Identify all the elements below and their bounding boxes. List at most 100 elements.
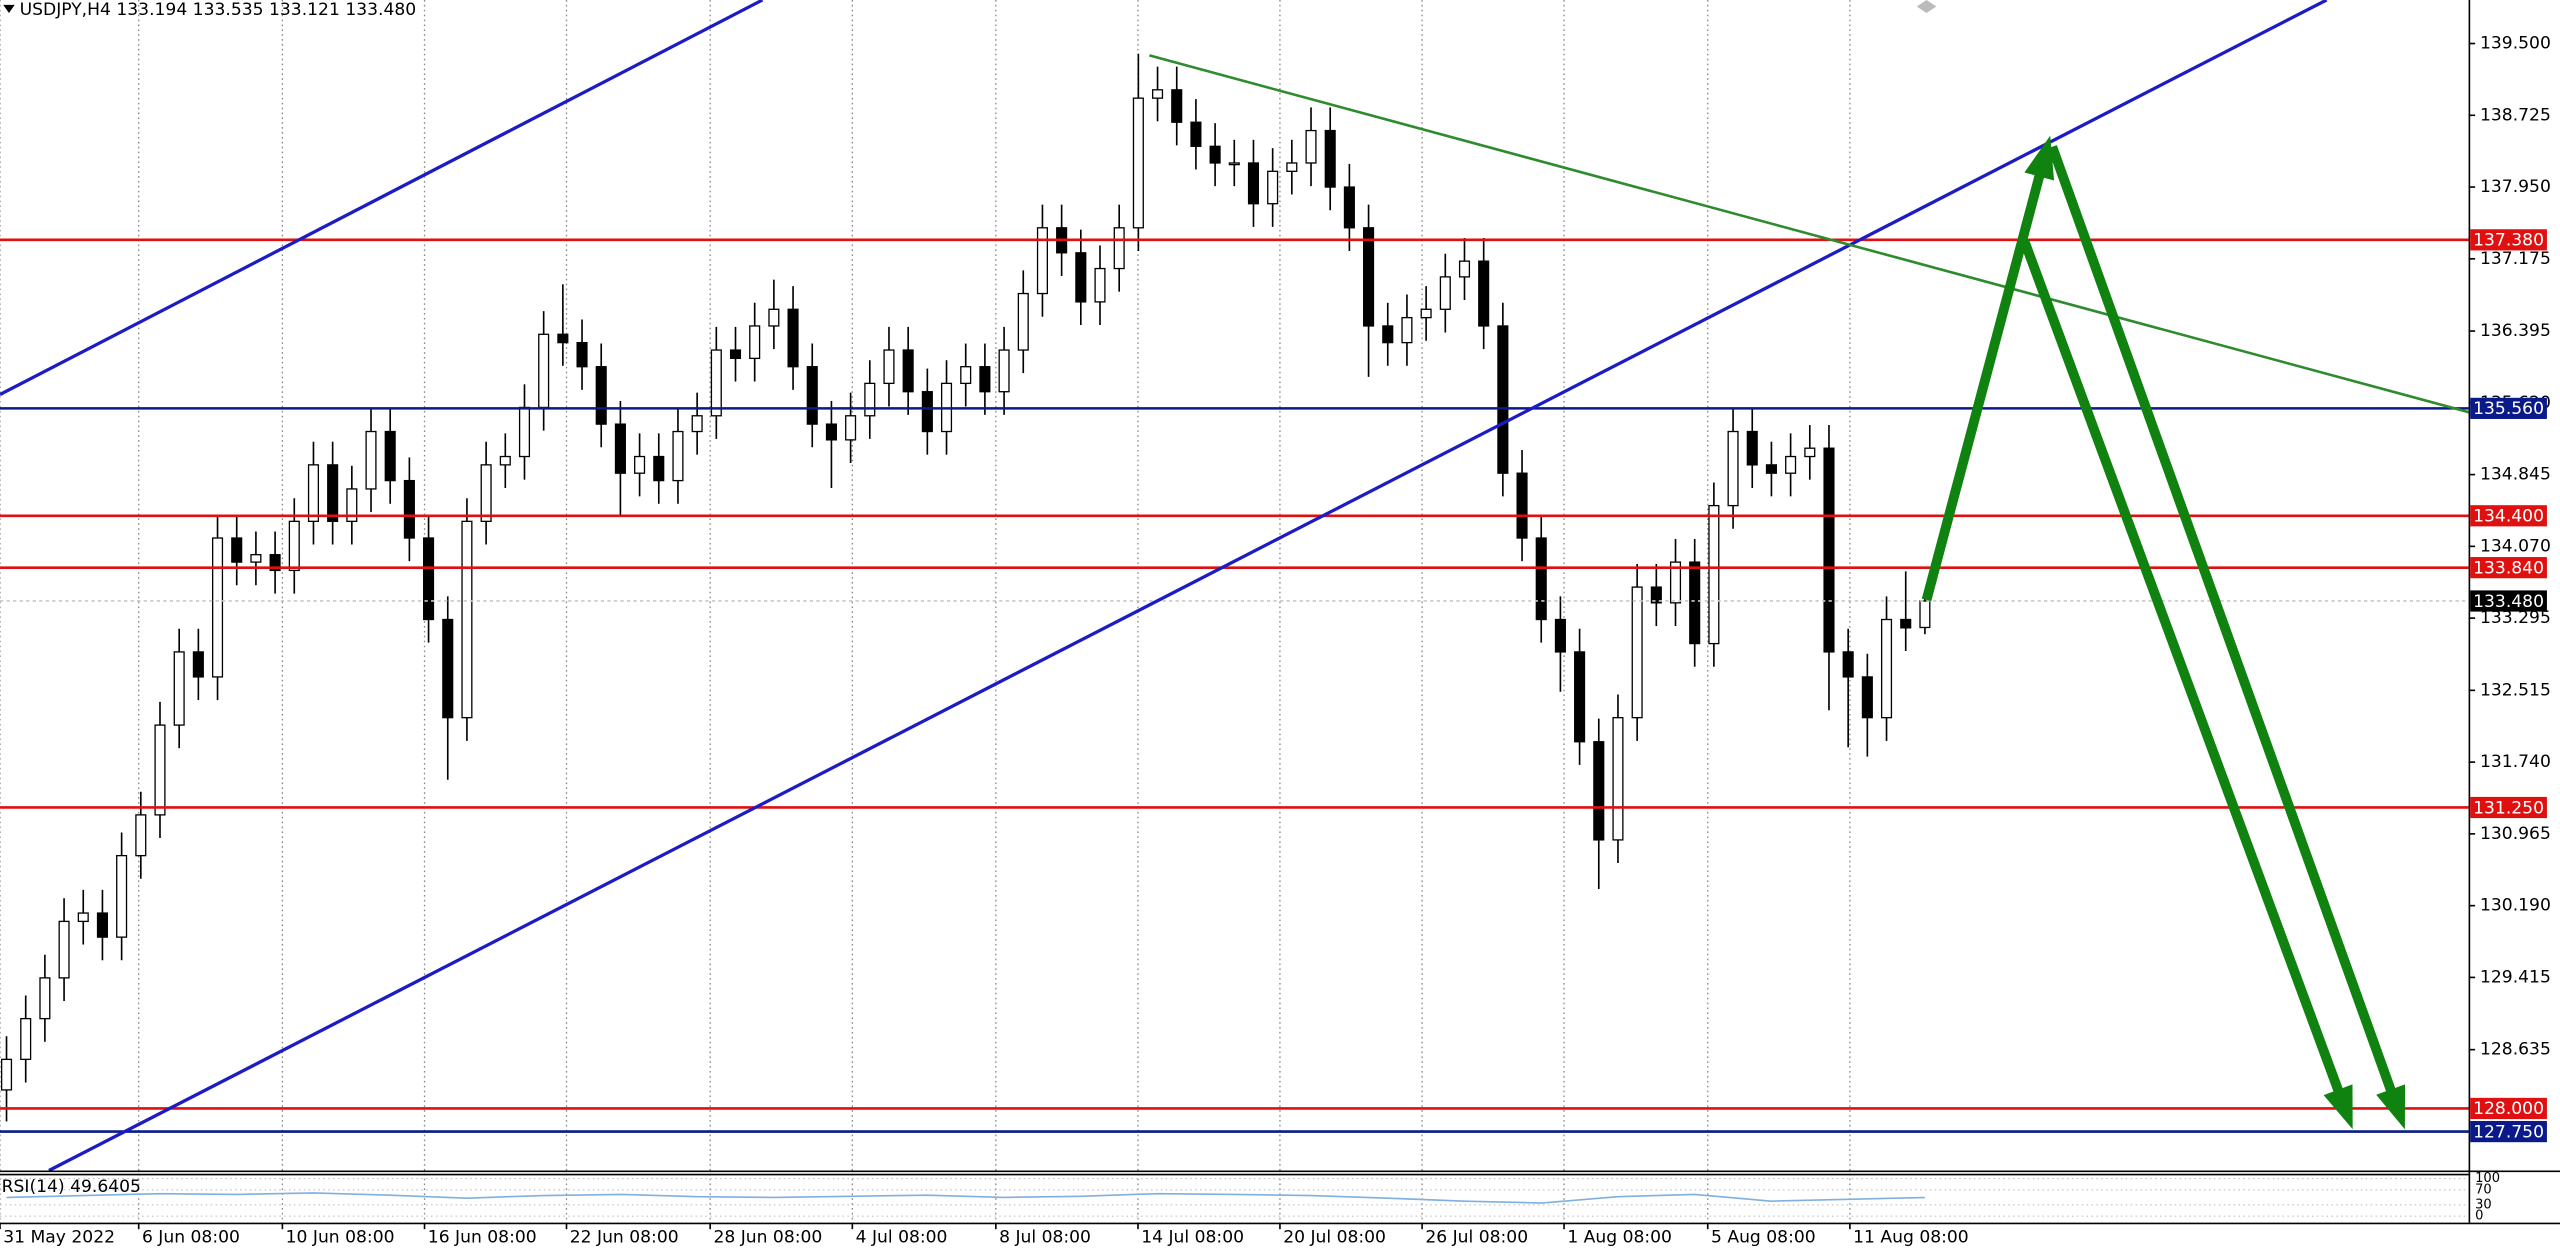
- candle-body: [116, 854, 128, 938]
- candle-body: [1439, 276, 1451, 310]
- candle-body: [1574, 651, 1586, 743]
- candle-body: [1823, 447, 1835, 653]
- level-label-box: [2470, 397, 2547, 419]
- candle-body: [653, 455, 665, 482]
- candle-body: [403, 479, 415, 539]
- candle-body: [998, 349, 1010, 393]
- candle-body: [1842, 651, 1854, 678]
- candle-body: [1554, 618, 1566, 653]
- indicator-tick-label: 100: [2475, 1171, 2500, 1186]
- candle-body: [327, 464, 339, 523]
- arrow-head: [2376, 1084, 2406, 1130]
- candle-body: [806, 366, 818, 425]
- y-tick-label: 134.070: [2480, 536, 2551, 556]
- candle-body: [1746, 430, 1758, 466]
- x-tick-label: 1 Aug 08:00: [1567, 1227, 1672, 1247]
- level-label-box: [2470, 590, 2547, 612]
- channel-line: [48, 0, 2328, 1172]
- y-tick-label: 131.740: [2480, 752, 2551, 772]
- y-tick-label: 137.950: [2480, 177, 2551, 197]
- candle-body: [1305, 129, 1317, 164]
- x-tick-label: 28 Jun 08:00: [713, 1227, 822, 1247]
- y-tick-label: 130.190: [2480, 896, 2551, 916]
- x-tick-label: 10 Jun 08:00: [286, 1227, 395, 1247]
- candle-body: [960, 366, 972, 385]
- candle-body: [1401, 316, 1413, 344]
- arrow: [2019, 239, 2344, 1093]
- candle-body: [1094, 267, 1106, 303]
- candle-body: [1343, 186, 1355, 229]
- candle-body: [1247, 162, 1260, 205]
- level-label-box: [2470, 229, 2547, 251]
- candle-body: [691, 415, 703, 433]
- candle-body: [518, 406, 531, 458]
- y-tick-label: 134.845: [2480, 465, 2551, 485]
- price-axis-bg: [2469, 0, 2560, 1252]
- candle-body: [0, 1058, 13, 1091]
- candle-body: [154, 724, 166, 816]
- chart-title: USDJPY,H4 133.194 133.535 133.121 133.48…: [20, 0, 417, 20]
- candle-body: [729, 349, 742, 360]
- candle-body: [96, 912, 108, 938]
- candle-body: [499, 455, 511, 466]
- candle-body: [1785, 455, 1797, 474]
- arrow-head: [2024, 135, 2055, 181]
- level-label-box: [2470, 796, 2547, 819]
- menu-triangle: [3, 4, 15, 14]
- candle-body: [39, 977, 51, 1020]
- candle-body: [1075, 252, 1087, 303]
- y-tick-label: 128.635: [2480, 1040, 2551, 1060]
- y-tick-label: 136.395: [2480, 321, 2551, 341]
- candle-body: [20, 1017, 32, 1061]
- candle-body: [1171, 89, 1183, 123]
- candle-body: [192, 651, 204, 678]
- level-label: 131.250: [2473, 798, 2544, 818]
- candle-body: [1036, 227, 1048, 295]
- candle-body: [1727, 430, 1739, 507]
- level-label-box: [2470, 505, 2547, 527]
- candle-body: [173, 651, 185, 726]
- candle-body: [557, 333, 569, 344]
- candle-body: [346, 488, 358, 523]
- arrow: [1921, 173, 2045, 602]
- x-tick-label: 26 Jul 08:00: [1425, 1227, 1528, 1247]
- y-tick-label: 137.175: [2480, 249, 2551, 269]
- candle-body: [1765, 464, 1777, 474]
- candle-body: [442, 618, 454, 719]
- candle-body: [365, 430, 377, 490]
- y-tick-label: 132.515: [2480, 680, 2551, 700]
- candle-body: [1382, 325, 1394, 344]
- indicator-tick-label: 0: [2475, 1209, 2483, 1224]
- channel-line: [0, 0, 764, 396]
- candle-body: [1804, 447, 1816, 458]
- candle-body: [1669, 561, 1682, 604]
- candle-body: [231, 537, 243, 563]
- candle-body: [1209, 145, 1221, 164]
- candle-body: [211, 537, 224, 678]
- candle-body: [787, 308, 799, 368]
- candle-body: [1631, 586, 1643, 719]
- level-label: 127.750: [2473, 1122, 2544, 1142]
- candle-body: [672, 430, 684, 482]
- candle-body: [1363, 227, 1375, 327]
- candle-body: [1593, 741, 1605, 841]
- candle-body: [269, 554, 281, 572]
- candle-body: [634, 455, 646, 474]
- level-label: 133.480: [2473, 592, 2544, 612]
- candle-body: [1113, 227, 1125, 270]
- level-label-box: [2470, 557, 2547, 579]
- y-tick-label: 130.965: [2480, 824, 2551, 844]
- arrow: [2047, 145, 2396, 1093]
- candle-body: [1190, 121, 1202, 147]
- x-tick-label: 22 Jun 08:00: [570, 1227, 679, 1247]
- candle-body: [576, 341, 588, 368]
- level-label-box: [2470, 1097, 2547, 1120]
- candle-body: [384, 430, 396, 482]
- x-tick-label: 20 Jul 08:00: [1283, 1227, 1386, 1247]
- candle-body: [614, 423, 626, 474]
- level-layer: [0, 238, 2469, 1133]
